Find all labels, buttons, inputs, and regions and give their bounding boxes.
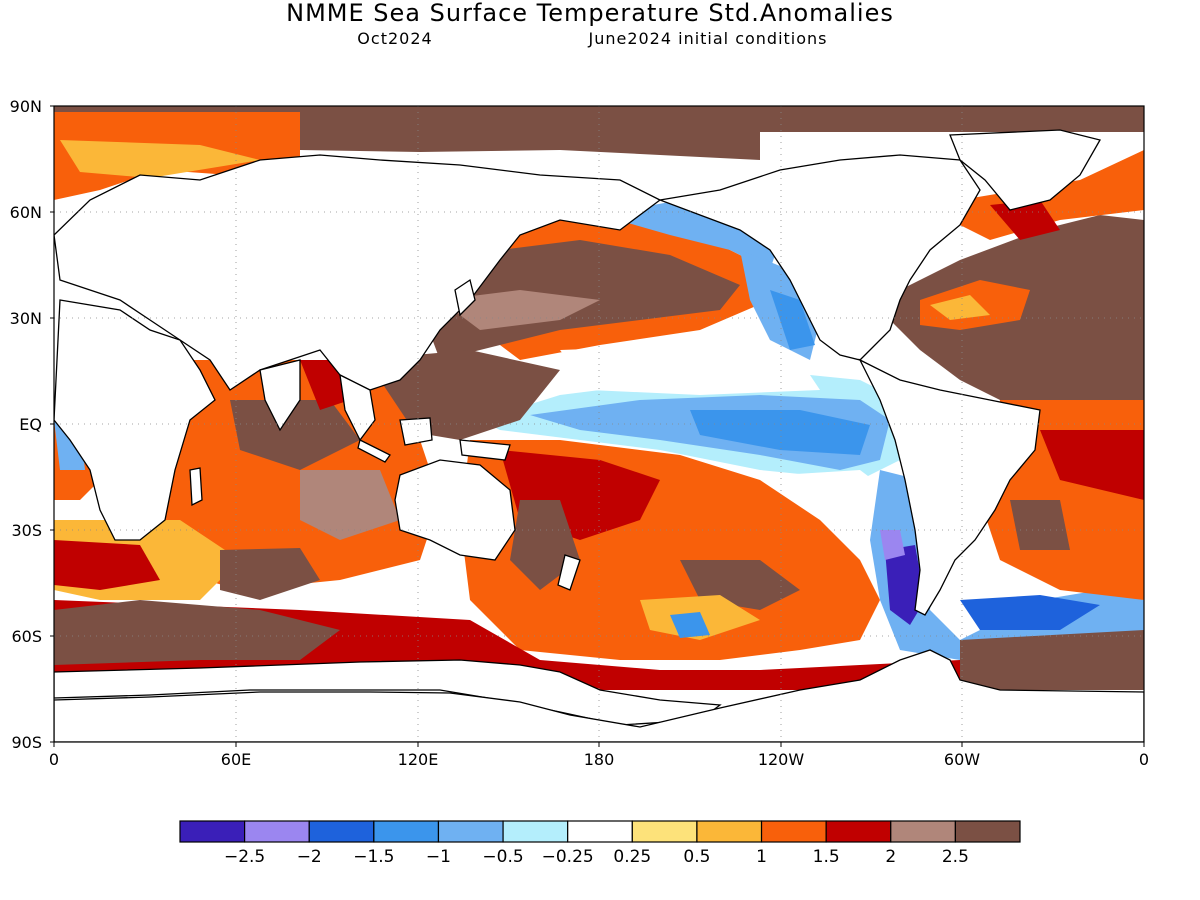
gulf-stream-yellow (930, 295, 990, 320)
lon-label: 60E (221, 750, 251, 769)
south-atlantic-brown (1010, 500, 1070, 550)
equatorial-cool-core (690, 410, 870, 455)
north-pacific-light-brown (440, 290, 600, 330)
lat-axis: 90N 60N 30N EQ 30S 60S 90S (10, 97, 54, 752)
arctic-sea-brown (300, 132, 760, 160)
eurasia-land (54, 154, 662, 391)
lon-label: 0 (49, 750, 59, 769)
graticule (54, 106, 1144, 742)
colorbar-swatch (954, 820, 1021, 843)
antarctic-peninsula-land (54, 649, 1144, 742)
west-pacific-warm-brown (360, 350, 560, 440)
greenland-land (949, 129, 1101, 211)
colorbar-label: −1 (426, 847, 451, 867)
lat-label: 90S (11, 733, 42, 752)
africa-land (54, 299, 216, 541)
colorbar-swatch (890, 820, 956, 843)
colorbar-label: 1.5 (813, 847, 840, 867)
lat-label: EQ (19, 415, 42, 434)
lon-axis: 0 60E 120E 180 120W 60W 0 (49, 742, 1149, 769)
colorbar-label: 0.5 (683, 847, 710, 867)
colorbar-swatch (244, 820, 310, 843)
south-america-land (858, 358, 1041, 616)
colorbar-swatch (373, 820, 440, 843)
southern-ocean-brown-east (960, 630, 1144, 690)
borneo-land (399, 417, 433, 446)
arctic-atlantic-yellow (60, 140, 260, 178)
south-pacific-cool-spot (670, 612, 710, 638)
continents (54, 129, 1144, 742)
lat-label: 30N (10, 309, 42, 328)
map-panel (54, 106, 1144, 742)
indian-ocean-light-brown (300, 470, 400, 540)
australia-land (394, 459, 516, 561)
colorbar-label: 2 (885, 847, 896, 867)
equatorial-neutral-north (560, 345, 820, 395)
colorbar-swatch (179, 820, 246, 843)
figure-title: NMME Sea Surface Temperature Std.Anomali… (286, 0, 894, 27)
madagascar-land (189, 467, 203, 507)
south-atlantic-cold (960, 595, 1100, 630)
colorbar-label: −2 (297, 847, 322, 867)
south-indian-brown (220, 548, 320, 600)
chile-cold-edge (880, 530, 905, 560)
colorbar-label: −2.5 (224, 847, 265, 867)
colorbar-swatch (825, 820, 892, 843)
lon-label: 60W (944, 750, 980, 769)
north-america-land (657, 154, 981, 361)
lon-label: 180 (584, 750, 615, 769)
colorbar-swatch (502, 820, 569, 843)
lat-label: 60N (10, 203, 42, 222)
japan-land (454, 278, 476, 317)
colorbar-swatch (696, 820, 763, 843)
lat-label: 30S (11, 521, 42, 540)
colorbar-label: −0.5 (482, 847, 523, 867)
lat-label: 90N (10, 97, 42, 116)
colorbar-swatch (437, 820, 504, 843)
initial-conditions: June2024 initial conditions (587, 29, 827, 48)
colorbar-label: 1 (756, 847, 767, 867)
colorbar-label: 0.25 (613, 847, 651, 867)
colorbar-swatch (567, 820, 633, 843)
southern-ocean-brown-west (54, 600, 340, 665)
lat-label: 60S (11, 627, 42, 646)
south-indian-red (54, 540, 160, 590)
colorbar-swatch (631, 820, 698, 843)
colorbar-label: −1.5 (353, 847, 394, 867)
sumatra-land (357, 439, 391, 463)
south-atlantic-hot (1040, 430, 1144, 500)
indian-ocean-brown (230, 400, 360, 470)
india-land (259, 359, 301, 432)
lon-label: 0 (1139, 750, 1149, 769)
colorbar: −2.5 −2 −1.5 −1 −0.5 −0.25 0.25 0.5 1 1.5 2 2.5 (179, 820, 1021, 867)
colorbar-label: 2.5 (942, 847, 969, 867)
new-zealand-land (557, 554, 581, 591)
colorbar-swatch (760, 820, 827, 843)
forecast-month: Oct2024 (357, 29, 432, 48)
lon-label: 120W (758, 750, 805, 769)
new-guinea-land (459, 439, 511, 461)
subpolar-atlantic-hot (990, 200, 1060, 240)
colorbar-swatch (308, 820, 375, 843)
lon-label: 120E (398, 750, 439, 769)
colorbar-label: −0.25 (542, 847, 594, 867)
